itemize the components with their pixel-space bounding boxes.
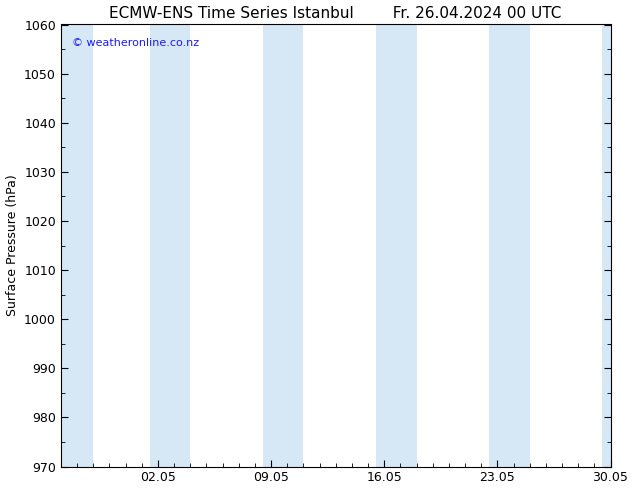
Bar [376,24,417,466]
Title: ECMW-ENS Time Series Istanbul        Fr. 26.04.2024 00 UTC: ECMW-ENS Time Series Istanbul Fr. 26.04.… [110,5,562,21]
Bar [61,24,93,466]
Y-axis label: Surface Pressure (hPa): Surface Pressure (hPa) [6,174,18,317]
Bar [263,24,303,466]
Bar [602,24,611,466]
Bar [489,24,529,466]
Text: © weatheronline.co.nz: © weatheronline.co.nz [72,38,199,48]
Bar [150,24,190,466]
